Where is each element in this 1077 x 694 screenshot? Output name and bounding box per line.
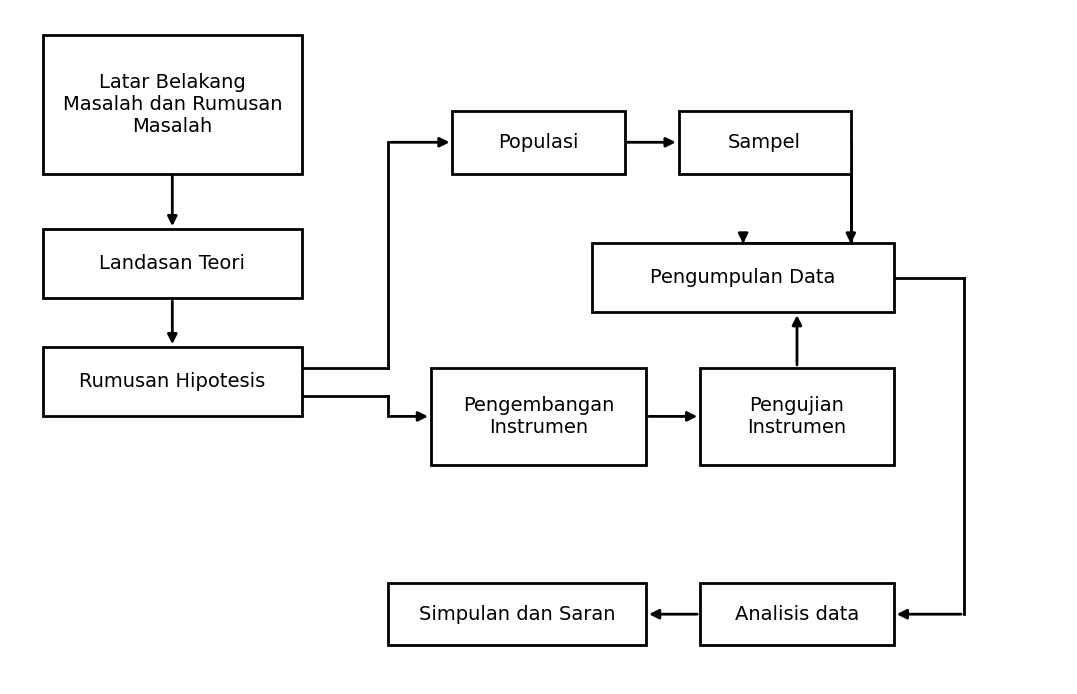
FancyBboxPatch shape: [43, 347, 302, 416]
Text: Pengujian
Instrumen: Pengujian Instrumen: [747, 396, 847, 437]
FancyBboxPatch shape: [452, 111, 625, 174]
FancyBboxPatch shape: [43, 229, 302, 298]
Text: Pengumpulan Data: Pengumpulan Data: [651, 268, 836, 287]
FancyBboxPatch shape: [700, 368, 894, 465]
FancyBboxPatch shape: [700, 583, 894, 645]
Text: Latar Belakang
Masalah dan Rumusan
Masalah: Latar Belakang Masalah dan Rumusan Masal…: [62, 73, 282, 135]
Text: Pengembangan
Instrumen: Pengembangan Instrumen: [463, 396, 614, 437]
Text: Landasan Teori: Landasan Teori: [99, 254, 246, 273]
Text: Rumusan Hipotesis: Rumusan Hipotesis: [80, 372, 265, 391]
Text: Analisis data: Analisis data: [735, 604, 859, 624]
Text: Sampel: Sampel: [728, 133, 801, 152]
FancyBboxPatch shape: [388, 583, 646, 645]
FancyBboxPatch shape: [43, 35, 302, 174]
Text: Simpulan dan Saran: Simpulan dan Saran: [419, 604, 615, 624]
FancyBboxPatch shape: [431, 368, 646, 465]
Text: Populasi: Populasi: [499, 133, 578, 152]
FancyBboxPatch shape: [679, 111, 851, 174]
FancyBboxPatch shape: [592, 243, 894, 312]
